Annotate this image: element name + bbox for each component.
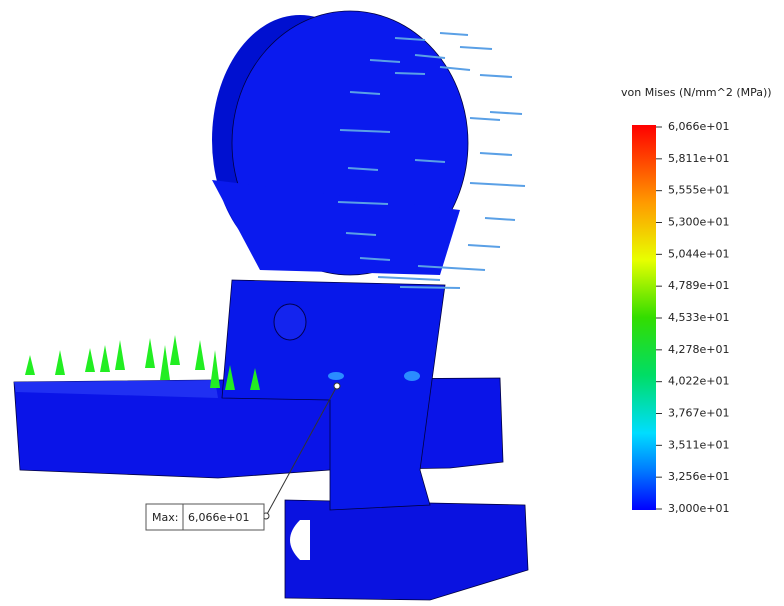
legend-label: 5,044e+01 xyxy=(668,247,729,260)
color-bar xyxy=(632,125,656,510)
legend-label: 4,278e+01 xyxy=(668,343,729,356)
legend-label: 3,511e+01 xyxy=(668,438,729,451)
legend-label: 5,811e+01 xyxy=(668,152,729,165)
legend-title: von Mises (N/mm^2 (MPa)) xyxy=(621,86,772,99)
legend-label: 5,300e+01 xyxy=(668,216,729,229)
legend-label: 4,789e+01 xyxy=(668,279,729,292)
legend-label: 3,000e+01 xyxy=(668,502,729,515)
model[interactable] xyxy=(14,11,528,600)
legend-label: 4,533e+01 xyxy=(668,311,729,324)
legend-label: 5,555e+01 xyxy=(668,184,729,197)
legend-label: 3,256e+01 xyxy=(668,470,729,483)
max-value: 6,066e+01 xyxy=(188,511,249,524)
legend-label: 3,767e+01 xyxy=(668,407,729,420)
legend-labels: 6,066e+01 5,811e+01 5,555e+01 5,300e+01 5,04… xyxy=(656,120,729,515)
legend-label: 4,022e+01 xyxy=(668,375,729,388)
legend-label: 6,066e+01 xyxy=(668,120,729,133)
viewport: Max: 6,066e+01 von Mises (N/mm^2 (MPa)) … xyxy=(0,0,784,602)
max-point xyxy=(334,383,340,389)
max-label: Max: xyxy=(152,511,178,524)
